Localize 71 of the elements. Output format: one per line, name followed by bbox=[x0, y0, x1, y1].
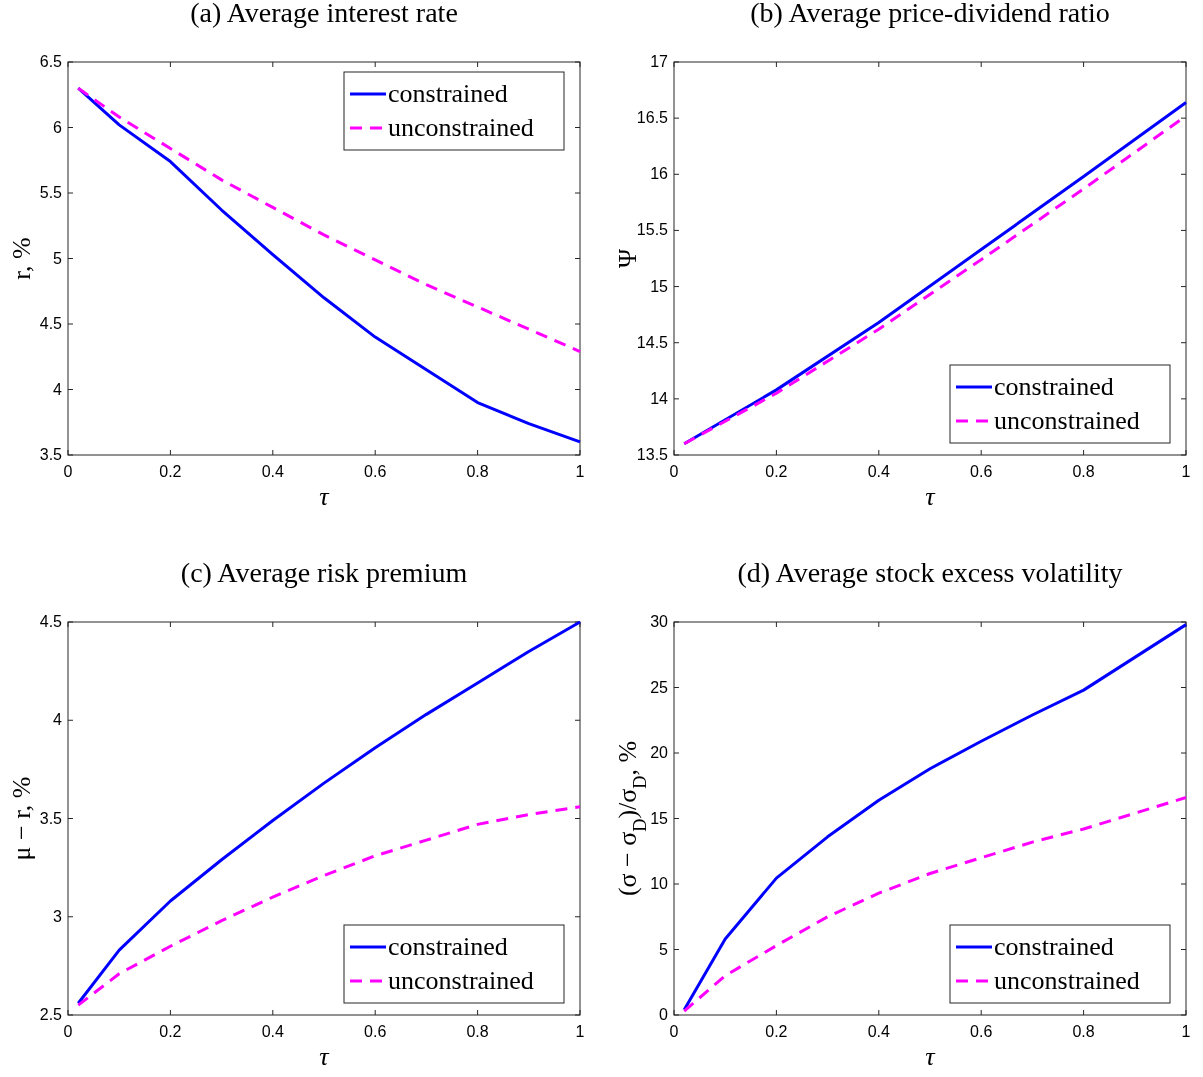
x-tick-label: 0.6 bbox=[364, 463, 387, 480]
x-tick-label: 0.6 bbox=[970, 463, 993, 480]
x-axis-title: τ bbox=[319, 482, 331, 511]
y-tick-label: 0 bbox=[659, 1006, 669, 1023]
x-tick-label: 1 bbox=[1181, 463, 1191, 480]
y-tick-label: 15 bbox=[650, 277, 669, 295]
x-tick-label: 0.8 bbox=[466, 1023, 489, 1040]
x-tick-label: 0.2 bbox=[765, 463, 788, 480]
x-axis-title: τ bbox=[925, 1042, 937, 1071]
y-tick-label: 3.5 bbox=[39, 446, 63, 463]
legend-label: constrained bbox=[994, 372, 1114, 401]
x-tick-label: 0.8 bbox=[1072, 1023, 1095, 1040]
y-tick-label: 25 bbox=[650, 678, 669, 696]
y-tick-label: 14.5 bbox=[636, 333, 669, 351]
y-tick-label: 2.5 bbox=[39, 1006, 63, 1023]
legend-label: unconstrained bbox=[994, 966, 1140, 995]
legend-label: unconstrained bbox=[388, 966, 534, 995]
chart-title: (c) Average risk premium bbox=[180, 557, 468, 588]
x-axis-title: τ bbox=[925, 482, 937, 511]
y-tick-label: 20 bbox=[650, 744, 669, 761]
x-tick-label: 0.4 bbox=[867, 463, 891, 480]
x-tick-label: 0.2 bbox=[159, 463, 182, 480]
x-tick-label: 0.6 bbox=[970, 1023, 993, 1040]
y-axis-title: Ψ bbox=[613, 248, 642, 269]
y-tick-label: 16 bbox=[650, 165, 669, 183]
y-axis-title: μ − r, % bbox=[7, 776, 36, 861]
y-tick-label: 3 bbox=[53, 907, 63, 925]
x-tick-label: 0.8 bbox=[1072, 463, 1095, 480]
line-series bbox=[76, 805, 582, 1007]
chart-title: (a) Average interest rate bbox=[190, 0, 458, 28]
x-tick-label: 0.6 bbox=[364, 1023, 387, 1040]
x-tick-label: 0.2 bbox=[765, 1023, 788, 1040]
legend-label: constrained bbox=[388, 79, 508, 108]
line-series bbox=[76, 86, 582, 354]
y-tick-label: 4.5 bbox=[39, 613, 63, 630]
chart-title: (b) Average price-dividend ratio bbox=[750, 0, 1110, 28]
line-series bbox=[682, 796, 1188, 1013]
x-tick-label: 1 bbox=[575, 1023, 585, 1040]
x-axis-title: τ bbox=[319, 1042, 331, 1071]
x-tick-label: 1 bbox=[575, 463, 585, 480]
y-tick-label: 4.5 bbox=[39, 315, 63, 332]
x-tick-label: 0.4 bbox=[867, 1023, 891, 1040]
y-axis-title: r, % bbox=[7, 237, 36, 280]
x-tick-label: 1 bbox=[1181, 1023, 1191, 1040]
line-series bbox=[76, 620, 582, 1005]
x-tick-label: 0.2 bbox=[159, 1023, 182, 1040]
y-tick-label: 16.5 bbox=[636, 109, 669, 127]
x-tick-label: 0.8 bbox=[466, 463, 489, 480]
y-tick-label: 5 bbox=[53, 249, 63, 267]
y-tick-label: 13.5 bbox=[636, 446, 669, 463]
y-tick-label: 17 bbox=[650, 53, 669, 70]
legend-label: constrained bbox=[994, 932, 1114, 961]
y-tick-label: 15.5 bbox=[636, 221, 669, 239]
y-tick-label: 4 bbox=[53, 711, 63, 729]
line-series bbox=[682, 623, 1188, 1012]
y-tick-label: 4 bbox=[53, 380, 63, 398]
y-tick-label: 5.5 bbox=[39, 184, 63, 201]
y-tick-label: 15 bbox=[650, 809, 669, 827]
legend-label: unconstrained bbox=[994, 406, 1140, 435]
y-tick-label: 6.5 bbox=[39, 53, 63, 70]
y-tick-label: 30 bbox=[650, 613, 669, 630]
legend-label: unconstrained bbox=[388, 113, 534, 142]
legend-label: constrained bbox=[388, 932, 508, 961]
chart-title: (d) Average stock excess volatility bbox=[737, 557, 1123, 588]
y-tick-label: 10 bbox=[650, 875, 669, 892]
y-tick-label: 6 bbox=[53, 118, 63, 136]
y-tick-label: 14 bbox=[650, 389, 669, 407]
y-tick-label: 3.5 bbox=[39, 809, 63, 827]
x-tick-label: 0.4 bbox=[261, 463, 285, 480]
x-tick-label: 0.4 bbox=[261, 1023, 285, 1040]
y-tick-label: 5 bbox=[659, 940, 669, 958]
